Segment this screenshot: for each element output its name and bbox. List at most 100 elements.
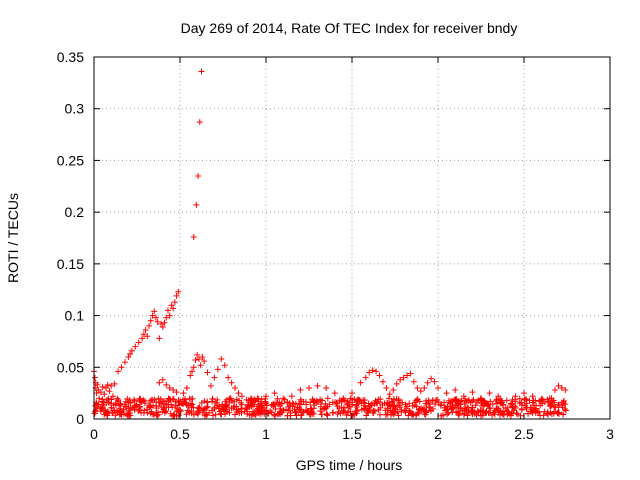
noise-point (526, 397, 533, 404)
data-point (158, 320, 165, 327)
data-point (195, 172, 202, 179)
noise-point (336, 405, 343, 412)
noise-point (492, 407, 499, 414)
noise-point (377, 404, 384, 411)
noise-point (470, 396, 477, 403)
data-point (97, 389, 104, 396)
noise-point (548, 402, 555, 409)
noise-point (562, 401, 569, 408)
noise-point (166, 396, 173, 403)
noise-point (238, 401, 245, 408)
noise-point (382, 411, 389, 418)
noise-point (100, 402, 107, 409)
noise-point (502, 405, 509, 412)
data-point (414, 384, 421, 391)
noise-point (108, 405, 115, 412)
data-point (199, 353, 206, 360)
noise-point (455, 409, 462, 416)
data-point (221, 362, 228, 369)
noise-point (528, 408, 535, 415)
data-point (163, 314, 170, 321)
noise-point (226, 409, 233, 416)
data-point (297, 387, 304, 394)
data-point (323, 384, 330, 391)
noise-point (361, 405, 368, 412)
noise-point (438, 412, 445, 419)
y-tick-label: 0 (76, 411, 84, 427)
data-point (204, 369, 211, 376)
data-point (357, 379, 364, 386)
data-point (175, 288, 182, 295)
noise-point (334, 411, 341, 418)
noise-point (163, 401, 170, 408)
noise-point (368, 402, 375, 409)
data-point (173, 389, 180, 396)
data-points (91, 68, 569, 404)
data-point (271, 390, 278, 397)
noise-point (121, 401, 128, 408)
data-point (529, 393, 536, 400)
noise-point (155, 411, 162, 418)
data-point (101, 391, 108, 398)
noise-point (326, 401, 333, 408)
data-point (159, 323, 166, 330)
noise-point (125, 399, 132, 406)
noise-point (172, 398, 179, 405)
noise-point (250, 399, 257, 406)
noise-point (332, 399, 339, 406)
noise-point (375, 396, 382, 403)
noise-point (299, 409, 306, 416)
noise-point (474, 407, 481, 414)
noise-point (274, 395, 281, 402)
data-point (376, 372, 383, 379)
data-point (190, 364, 197, 371)
noise-point (310, 397, 317, 404)
data-point (195, 356, 202, 363)
noise-point (167, 410, 174, 417)
data-point (435, 384, 441, 391)
noise-point (202, 411, 209, 418)
y-tick-label: 0.1 (65, 308, 85, 324)
noise-point (232, 411, 239, 418)
noise-point (155, 395, 162, 402)
data-point (551, 387, 558, 394)
noise-point (482, 400, 489, 407)
noise-point (555, 410, 562, 417)
data-point (164, 307, 171, 314)
noise-point (457, 405, 464, 412)
noise-point (297, 406, 304, 413)
noise-point (427, 407, 434, 414)
data-point (194, 351, 201, 358)
noise-point (387, 412, 394, 419)
x-tick-label: 0 (90, 426, 98, 442)
noise-point (160, 404, 167, 411)
noise-point (512, 398, 519, 405)
noise-point (427, 399, 434, 406)
data-point (196, 119, 203, 126)
noise-point (214, 396, 221, 403)
axis-ticks (93, 56, 611, 420)
noise-point (185, 402, 192, 409)
data-point (149, 312, 156, 319)
noise-point (361, 402, 368, 409)
noise-point (272, 405, 279, 412)
noise-point (148, 408, 155, 415)
data-point (235, 390, 242, 397)
noise-point (174, 405, 181, 412)
noise-point (513, 410, 520, 417)
noise-point (441, 399, 448, 406)
noise-point (469, 398, 476, 405)
noise-point (532, 397, 539, 404)
data-point (211, 374, 218, 381)
noise-point (305, 409, 312, 416)
data-point (132, 343, 139, 350)
data-point (93, 390, 100, 397)
noise-point (468, 409, 475, 416)
data-point (180, 390, 187, 397)
data-point (170, 305, 177, 312)
noise-point (231, 403, 238, 410)
data-point (201, 358, 208, 365)
noise-point (349, 396, 356, 403)
noise-point (522, 395, 529, 402)
noise-point (435, 399, 442, 406)
